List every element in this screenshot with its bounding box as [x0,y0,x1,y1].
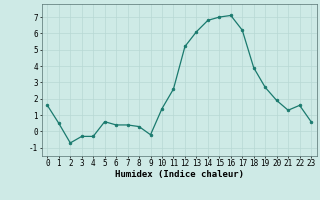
X-axis label: Humidex (Indice chaleur): Humidex (Indice chaleur) [115,170,244,179]
